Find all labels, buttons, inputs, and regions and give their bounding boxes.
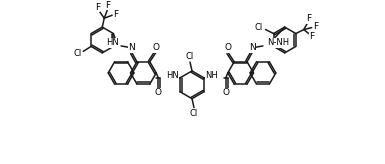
Text: O: O	[222, 88, 229, 97]
Text: F: F	[306, 14, 311, 23]
Text: Cl: Cl	[73, 49, 81, 58]
Text: NH: NH	[206, 71, 218, 80]
Text: F: F	[95, 3, 100, 12]
Text: F: F	[313, 22, 318, 31]
Text: O: O	[225, 43, 232, 52]
Text: HN: HN	[106, 38, 119, 47]
Text: Cl: Cl	[186, 51, 194, 61]
Text: F: F	[105, 1, 110, 10]
Text: HN: HN	[166, 71, 179, 80]
Text: F: F	[114, 10, 119, 19]
Text: N-NH: N-NH	[267, 38, 289, 47]
Text: N: N	[129, 43, 136, 52]
Text: Cl: Cl	[190, 109, 198, 118]
Text: O: O	[152, 43, 159, 52]
Text: F: F	[309, 32, 314, 41]
Text: O: O	[155, 88, 162, 97]
Text: Cl: Cl	[254, 23, 263, 32]
Text: N: N	[249, 43, 255, 52]
